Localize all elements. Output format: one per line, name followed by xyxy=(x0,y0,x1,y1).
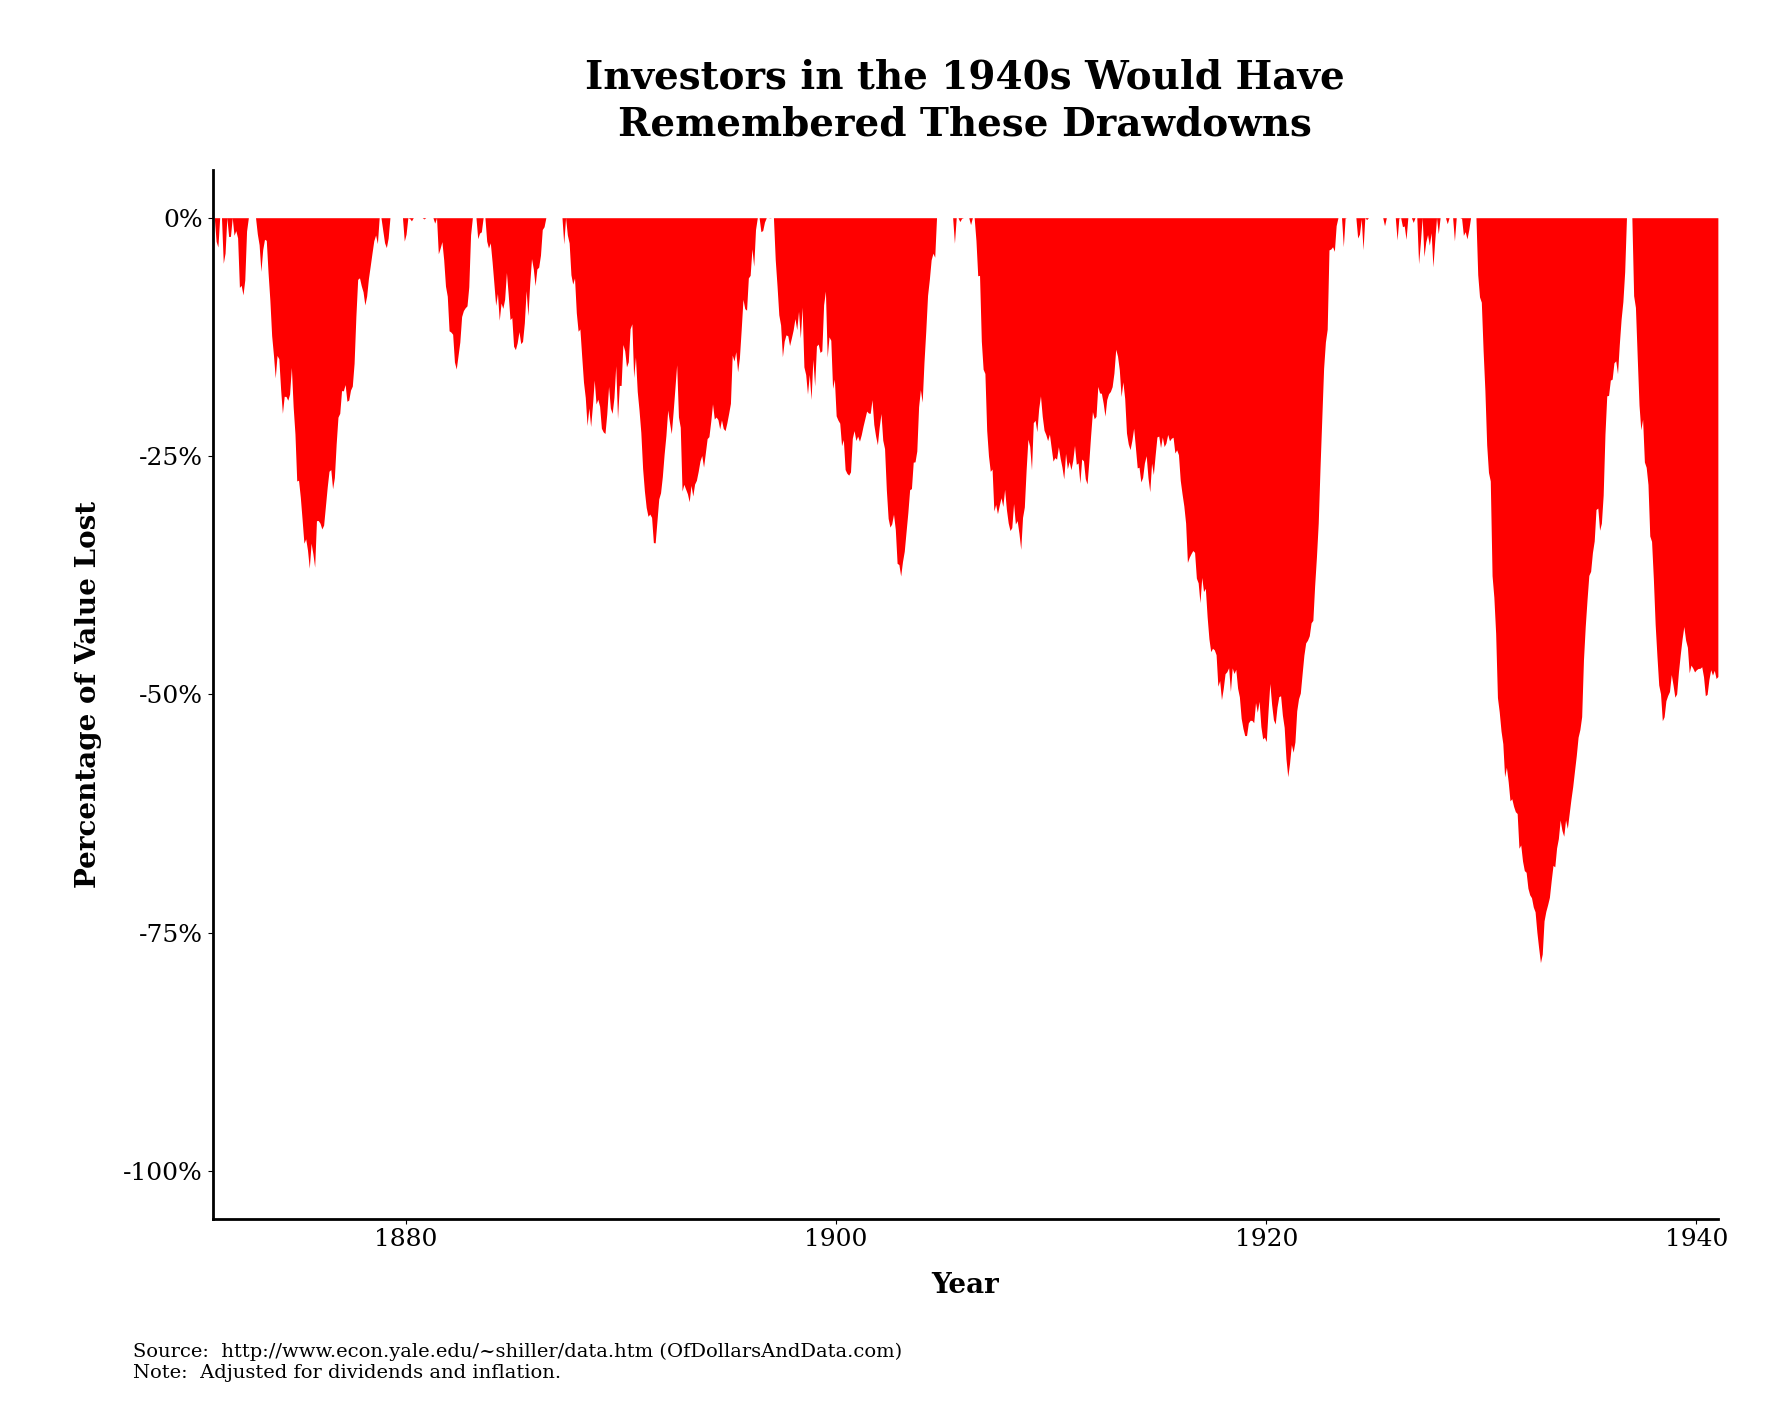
X-axis label: Year: Year xyxy=(932,1272,999,1299)
Y-axis label: Percentage of Value Lost: Percentage of Value Lost xyxy=(74,500,103,888)
Text: Source:  http://www.econ.yale.edu/~shiller/data.htm (OfDollarsAndData.com)
Note:: Source: http://www.econ.yale.edu/~shille… xyxy=(133,1342,901,1382)
Title: Investors in the 1940s Would Have
Remembered These Drawdowns: Investors in the 1940s Would Have Rememb… xyxy=(586,58,1344,143)
